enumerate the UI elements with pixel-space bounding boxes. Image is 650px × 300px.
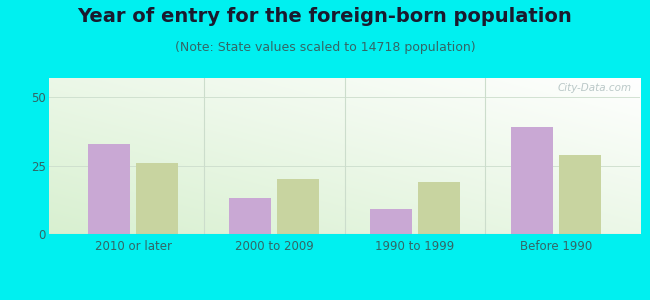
Bar bbox=[277, 179, 319, 234]
Bar bbox=[229, 198, 271, 234]
Text: (Note: State values scaled to 14718 population): (Note: State values scaled to 14718 popu… bbox=[175, 40, 475, 53]
Bar bbox=[511, 127, 553, 234]
Bar bbox=[136, 163, 178, 234]
Bar bbox=[558, 154, 601, 234]
Bar bbox=[88, 144, 131, 234]
Text: Year of entry for the foreign-born population: Year of entry for the foreign-born popul… bbox=[77, 8, 573, 26]
Bar bbox=[370, 209, 412, 234]
Text: City-Data.com: City-Data.com bbox=[557, 83, 631, 93]
Bar bbox=[418, 182, 460, 234]
